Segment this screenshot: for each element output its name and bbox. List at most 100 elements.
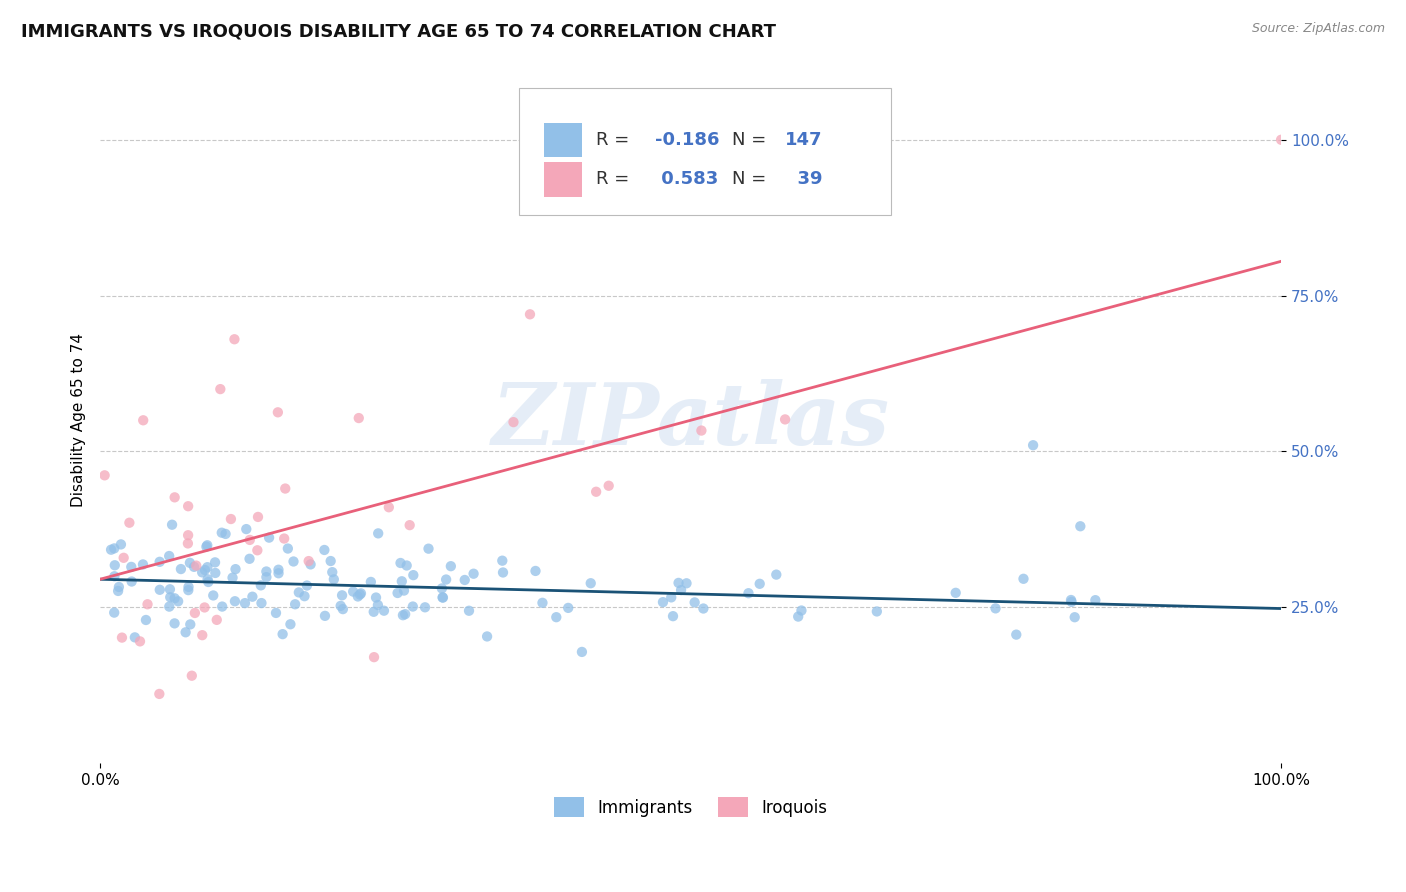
- Point: [675, 576, 697, 591]
- Point: [177, 583, 200, 598]
- Point: [124, 631, 146, 645]
- Point: [402, 599, 425, 614]
- Point: [267, 563, 290, 577]
- FancyBboxPatch shape: [544, 162, 582, 196]
- Point: [295, 578, 318, 592]
- Point: [314, 543, 336, 558]
- Point: [157, 599, 180, 614]
- Text: 39: 39: [785, 170, 823, 188]
- Point: [737, 586, 759, 600]
- Point: [118, 516, 141, 530]
- Point: [197, 574, 219, 589]
- Point: [402, 568, 425, 582]
- Point: [491, 554, 513, 568]
- Point: [159, 582, 181, 597]
- Point: [214, 527, 236, 541]
- Point: [129, 634, 152, 648]
- Text: 147: 147: [785, 131, 823, 149]
- Point: [197, 560, 219, 574]
- Point: [280, 617, 302, 632]
- Point: [170, 562, 193, 576]
- Text: 0.583: 0.583: [655, 170, 718, 188]
- Point: [294, 589, 316, 603]
- Point: [264, 606, 287, 620]
- Point: [413, 600, 436, 615]
- Point: [1060, 593, 1083, 607]
- Point: [163, 491, 186, 505]
- Point: [136, 597, 159, 611]
- Point: [184, 606, 207, 620]
- Point: [773, 412, 796, 426]
- Point: [389, 556, 412, 570]
- Point: [179, 556, 201, 570]
- Point: [585, 484, 607, 499]
- Point: [211, 599, 233, 614]
- Point: [394, 607, 416, 622]
- Point: [163, 616, 186, 631]
- Point: [247, 510, 270, 524]
- Text: R =: R =: [596, 170, 636, 188]
- Point: [454, 573, 477, 587]
- Point: [157, 549, 180, 563]
- Point: [93, 468, 115, 483]
- Point: [330, 588, 353, 602]
- Point: [250, 578, 273, 592]
- Point: [557, 600, 579, 615]
- Point: [984, 601, 1007, 615]
- Point: [692, 601, 714, 615]
- Point: [238, 551, 260, 566]
- Point: [349, 588, 371, 602]
- Point: [332, 602, 354, 616]
- Point: [458, 604, 481, 618]
- Point: [322, 572, 344, 586]
- Point: [360, 574, 382, 589]
- Point: [193, 600, 215, 615]
- Point: [1005, 627, 1028, 641]
- Point: [103, 569, 125, 583]
- Point: [177, 528, 200, 542]
- Text: ZIPatlas: ZIPatlas: [492, 378, 890, 462]
- Point: [1012, 572, 1035, 586]
- Point: [204, 555, 226, 569]
- Point: [195, 540, 218, 554]
- Point: [392, 583, 415, 598]
- Point: [197, 572, 219, 586]
- Point: [277, 541, 299, 556]
- Point: [378, 500, 401, 515]
- Point: [314, 608, 336, 623]
- Text: N =: N =: [733, 131, 772, 149]
- Point: [219, 512, 242, 526]
- Point: [283, 554, 305, 568]
- Point: [177, 500, 200, 514]
- Point: [135, 613, 157, 627]
- Point: [179, 617, 201, 632]
- Point: [659, 591, 682, 605]
- Legend: Immigrants, Iroquois: Immigrants, Iroquois: [547, 791, 834, 823]
- Point: [298, 554, 321, 568]
- Y-axis label: Disability Age 65 to 74: Disability Age 65 to 74: [72, 334, 86, 508]
- Point: [434, 573, 457, 587]
- Point: [1270, 133, 1292, 147]
- Point: [418, 541, 440, 556]
- Point: [1022, 438, 1045, 452]
- Point: [790, 603, 813, 617]
- Point: [224, 594, 246, 608]
- Point: [103, 541, 125, 556]
- Point: [100, 542, 122, 557]
- Point: [120, 560, 142, 574]
- Point: [662, 609, 685, 624]
- Text: IMMIGRANTS VS IROQUOIS DISABILITY AGE 65 TO 74 CORRELATION CHART: IMMIGRANTS VS IROQUOIS DISABILITY AGE 65…: [21, 22, 776, 40]
- Point: [367, 526, 389, 541]
- Point: [1063, 610, 1085, 624]
- Point: [121, 574, 143, 589]
- Text: -0.186: -0.186: [655, 131, 720, 149]
- Point: [329, 599, 352, 613]
- Point: [257, 531, 280, 545]
- Point: [111, 631, 134, 645]
- Point: [347, 411, 370, 425]
- Point: [271, 627, 294, 641]
- Point: [502, 415, 524, 429]
- Point: [531, 596, 554, 610]
- Point: [440, 559, 463, 574]
- Point: [250, 596, 273, 610]
